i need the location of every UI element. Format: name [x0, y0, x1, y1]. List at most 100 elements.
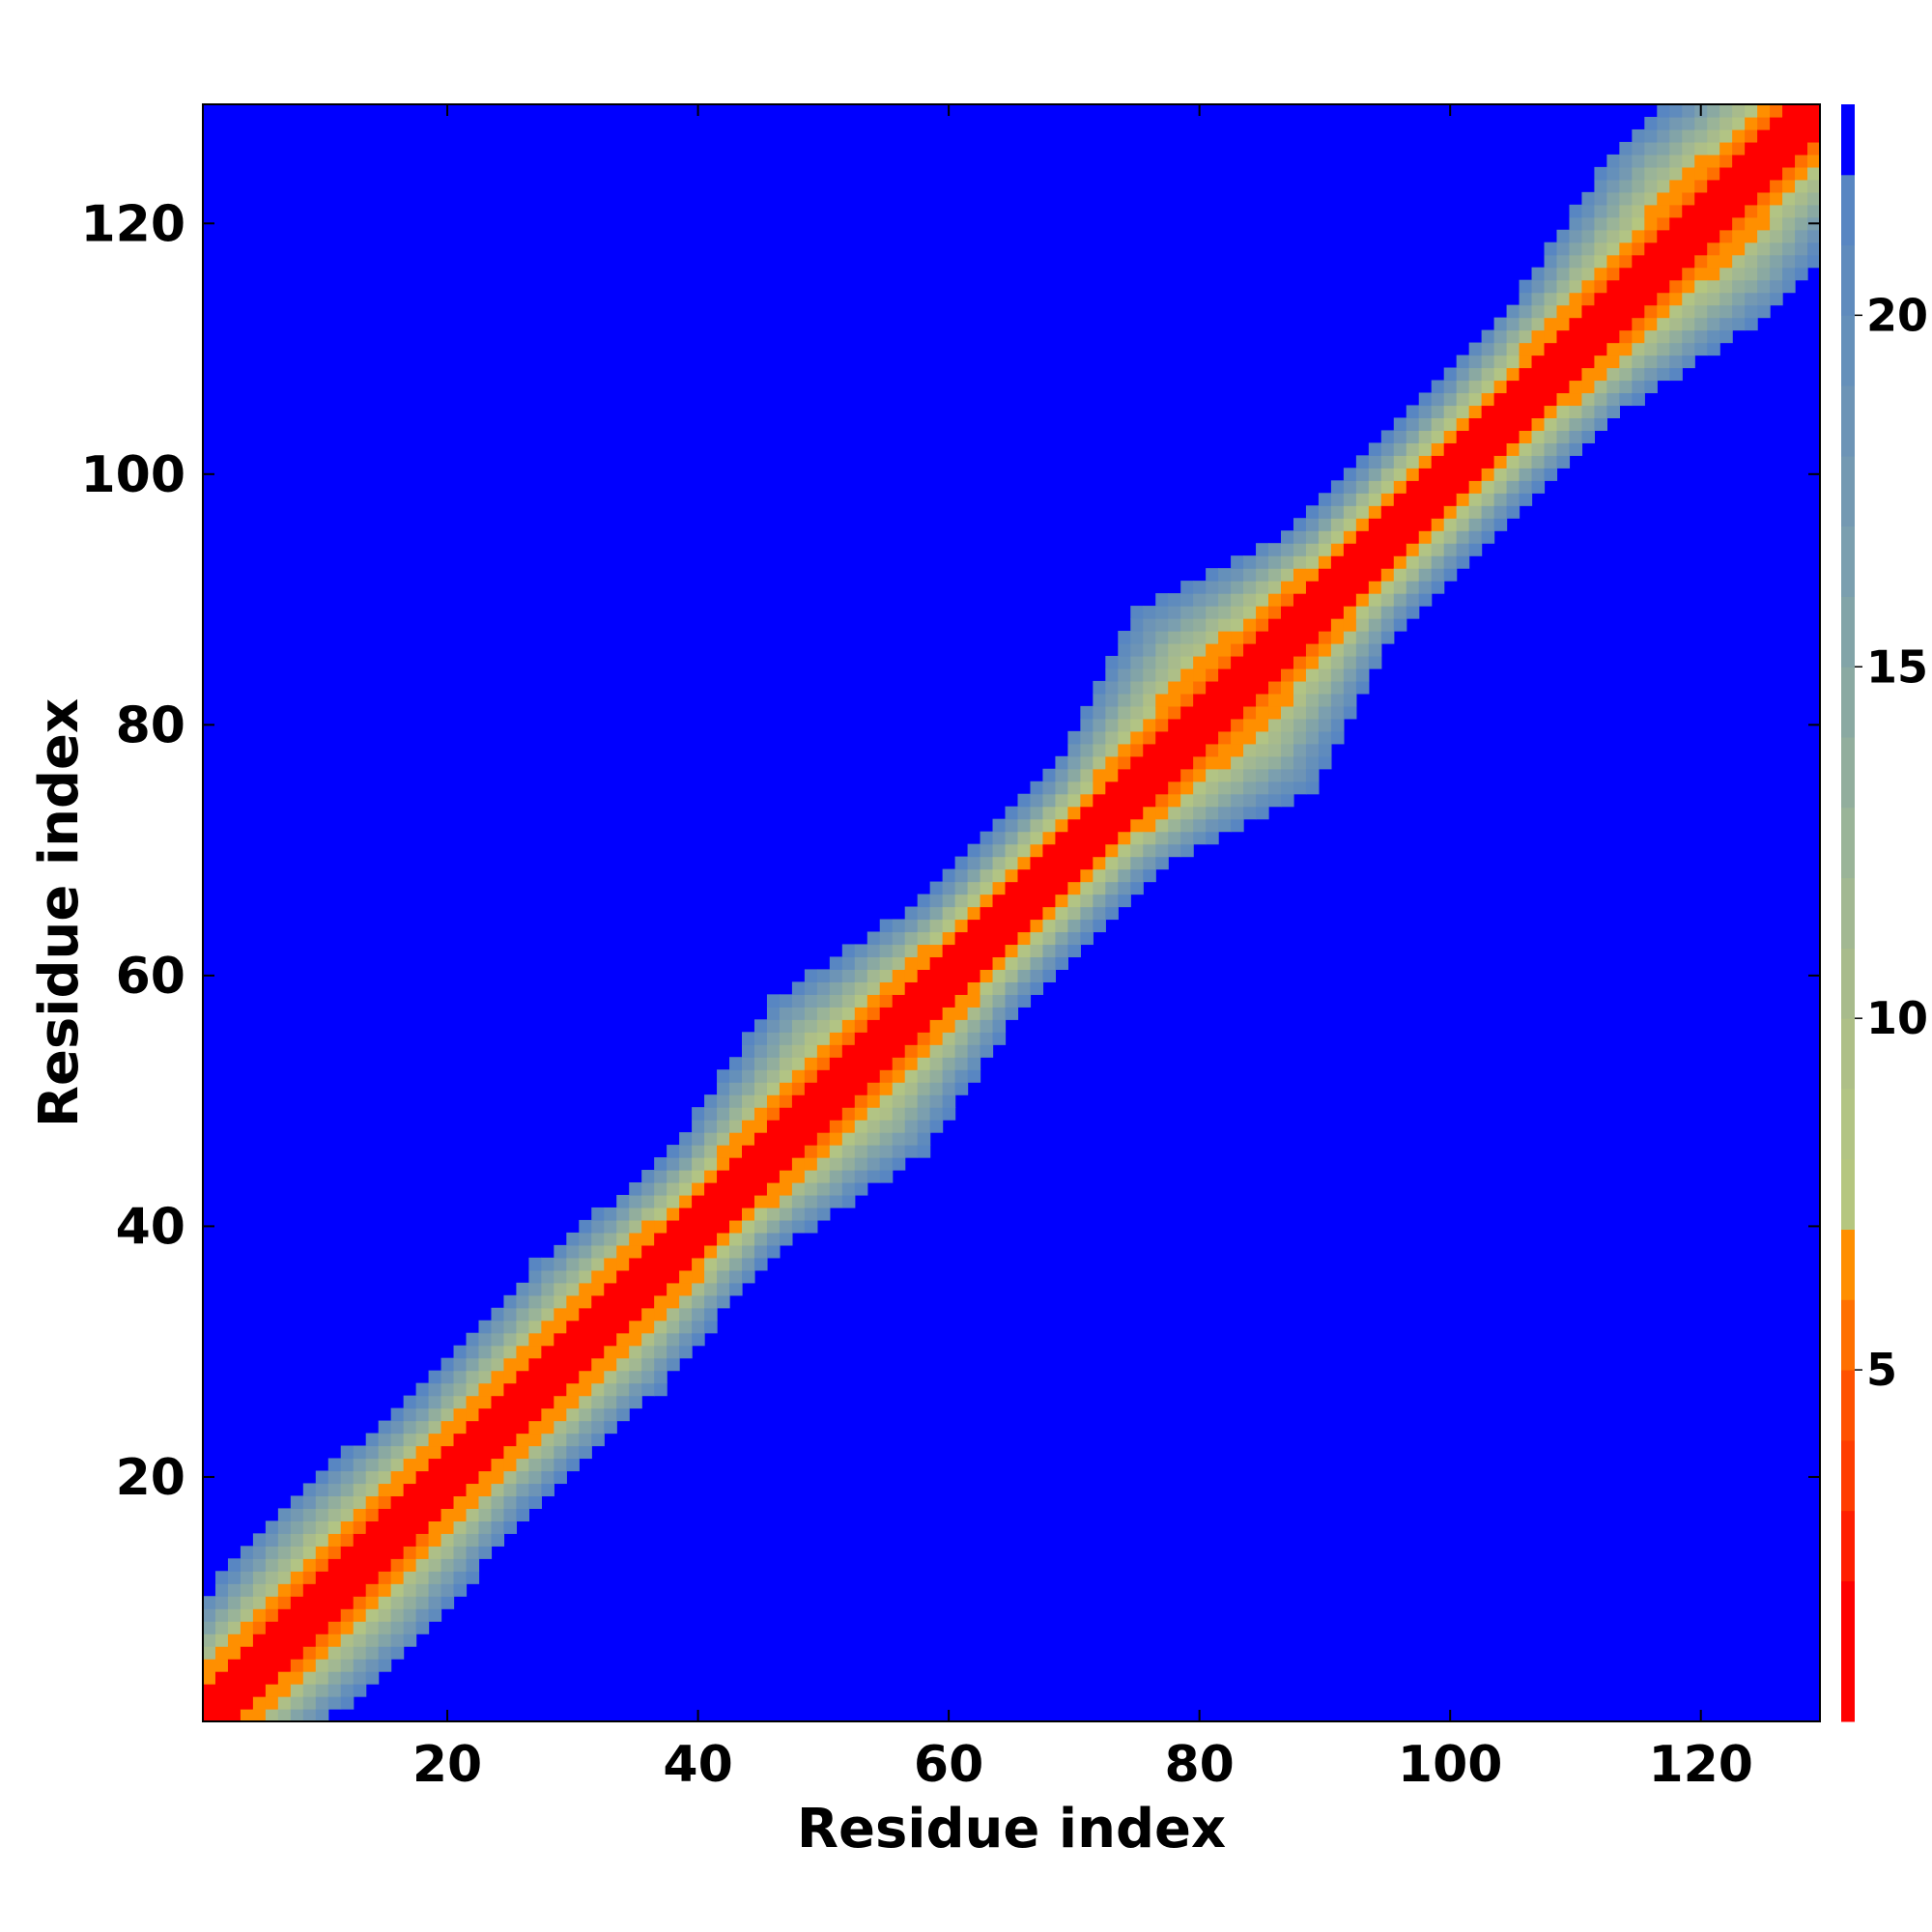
heatmap-cell [1130, 730, 1144, 745]
heatmap-cell [1067, 730, 1081, 745]
heatmap-cell [591, 1433, 605, 1447]
heatmap-cell [1519, 367, 1533, 382]
heatmap-cell [428, 1520, 442, 1534]
heatmap-cell [1368, 530, 1382, 544]
heatmap-cell [365, 1520, 380, 1534]
heatmap-cell [616, 1232, 630, 1246]
heatmap-cell [1556, 279, 1571, 294]
heatmap-cell [1355, 618, 1370, 632]
heatmap-cell [1130, 718, 1144, 732]
heatmap-cell [390, 1458, 405, 1472]
heatmap-cell [879, 1069, 894, 1083]
heatmap-cell [1782, 242, 1796, 256]
heatmap-cell [1355, 505, 1370, 519]
heatmap-cell [453, 1583, 468, 1597]
heatmap-cell [1168, 693, 1181, 707]
heatmap-cell [1305, 555, 1320, 569]
colorbar-segment [1841, 1299, 1855, 1371]
heatmap-cell [1770, 216, 1783, 231]
heatmap-cell [1218, 768, 1232, 782]
heatmap-cell [904, 1094, 919, 1108]
heatmap-cell [315, 1508, 329, 1521]
heatmap-cell [1330, 530, 1345, 544]
heatmap-cell [302, 1684, 317, 1697]
heatmap-cell [929, 1032, 944, 1045]
heatmap-cell [654, 1307, 668, 1321]
heatmap-cell [816, 1019, 831, 1033]
heatmap-cell [541, 1382, 554, 1397]
heatmap-cell [1206, 655, 1219, 669]
heatmap-cell [929, 1082, 944, 1095]
heatmap-cell [980, 1032, 994, 1045]
heatmap-cell [841, 1094, 856, 1108]
heatmap-cell [791, 1032, 806, 1045]
heatmap-cell [466, 1483, 480, 1497]
heatmap-cell [1418, 417, 1433, 431]
heatmap-cell [265, 1659, 279, 1672]
heatmap-cell [1168, 643, 1181, 657]
heatmap-cell [1318, 543, 1332, 556]
heatmap-cell [440, 1395, 455, 1409]
heatmap-cell [1256, 593, 1269, 607]
heatmap-cell [1682, 292, 1695, 306]
heatmap-cell [791, 1120, 806, 1133]
heatmap-cell [1193, 730, 1207, 745]
heatmap-cell [1468, 468, 1483, 481]
heatmap-cell [1506, 380, 1520, 394]
heatmap-cell [466, 1520, 480, 1534]
heatmap-cell [1218, 705, 1232, 720]
heatmap-cell [1042, 919, 1057, 933]
heatmap-cell [1544, 417, 1558, 431]
heatmap-cell [1757, 204, 1771, 218]
heatmap-cell [415, 1495, 430, 1509]
heatmap-cell [804, 1219, 818, 1234]
heatmap-cell [1644, 179, 1658, 193]
heatmap-cell [1168, 631, 1181, 644]
heatmap-cell [1268, 555, 1282, 569]
heatmap-cell [641, 1219, 655, 1234]
heatmap-cell [353, 1671, 367, 1685]
heatmap-cell [1418, 568, 1433, 582]
heatmap-cell [1380, 530, 1395, 544]
heatmap-cell [1042, 868, 1057, 883]
heatmap-cell [327, 1558, 342, 1572]
heatmap-cell [1130, 618, 1144, 632]
heatmap-cell [1067, 818, 1081, 833]
heatmap-cell [403, 1395, 417, 1409]
heatmap-cell [717, 1294, 730, 1309]
heatmap-cell [1732, 254, 1746, 269]
heatmap-cell [1632, 191, 1645, 206]
heatmap-cell [1055, 768, 1068, 782]
heatmap-cell [1243, 655, 1257, 669]
heatmap-cell [1431, 543, 1445, 556]
heatmap-cell [1644, 329, 1658, 344]
heatmap-cell [516, 1332, 529, 1347]
heatmap-cell [804, 969, 818, 982]
heatmap-cell [929, 881, 944, 895]
heatmap-cell [1493, 493, 1508, 506]
heatmap-cell [1632, 166, 1645, 181]
heatmap-cell [1745, 104, 1758, 118]
heatmap-cell [315, 1470, 329, 1485]
heatmap-cell [1118, 768, 1131, 782]
heatmap-cell [1005, 856, 1019, 870]
heatmap-cell [629, 1194, 642, 1208]
heatmap-cell [277, 1671, 292, 1685]
heatmap-cell [829, 1132, 843, 1146]
heatmap-cell [1017, 818, 1032, 833]
heatmap-cell [816, 1044, 831, 1058]
heatmap-cell [1093, 868, 1106, 883]
heatmap-cell [641, 1332, 655, 1347]
heatmap-cell [516, 1294, 529, 1309]
heatmap-cell [290, 1696, 304, 1710]
heatmap-cell [440, 1558, 455, 1572]
heatmap-cell [528, 1257, 542, 1271]
heatmap-cell [1393, 543, 1407, 556]
heatmap-cell [980, 931, 994, 946]
heatmap-cell [867, 1120, 881, 1133]
heatmap-cell [1293, 730, 1307, 745]
heatmap-cell [954, 981, 969, 995]
heatmap-cell [1569, 442, 1583, 456]
heatmap-cell [766, 1082, 781, 1095]
heatmap-cell [1418, 430, 1433, 443]
